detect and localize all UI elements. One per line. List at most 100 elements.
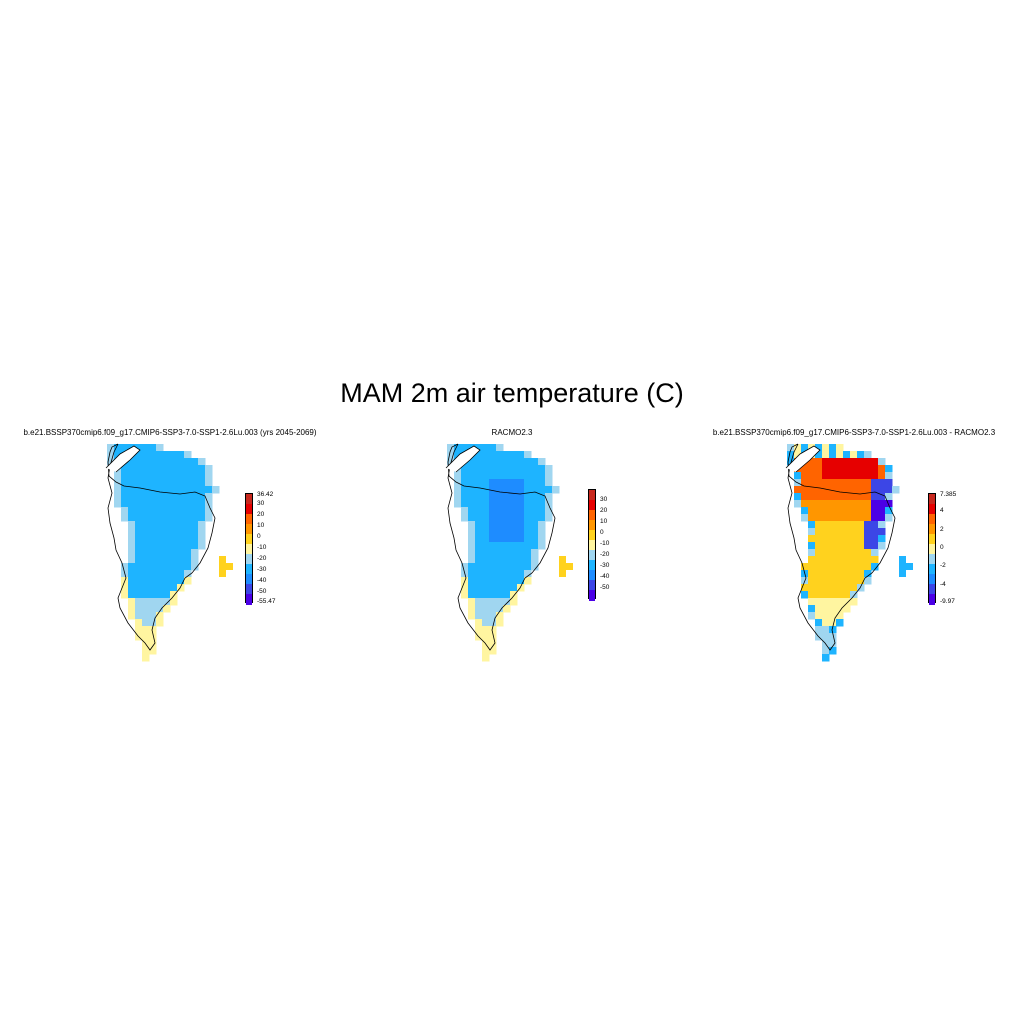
grid-cell (205, 479, 213, 487)
grid-cell (468, 500, 476, 508)
grid-cell (503, 458, 511, 466)
colorbar-tick-label: 20 (600, 507, 608, 514)
colorbar-swatch (929, 504, 935, 515)
grid-cell (496, 598, 504, 606)
colorbar-tick-label: 7.385 (940, 491, 957, 498)
grid-cell (531, 479, 539, 487)
grid-cell (198, 465, 206, 473)
grid-cell (517, 507, 525, 515)
colorbar-tick-label: -9.97 (940, 598, 955, 605)
grid-cell (545, 500, 553, 508)
grid-cell (475, 451, 483, 459)
grid-cell (191, 542, 199, 550)
grid-cell (850, 584, 858, 592)
grid-cell (822, 654, 830, 662)
island-cell (906, 563, 913, 570)
grid-cell (510, 507, 518, 515)
grid-cell (829, 640, 837, 648)
grid-cell (163, 493, 171, 501)
grid-cell (815, 514, 823, 522)
grid-cell (489, 493, 497, 501)
grid-cell (857, 507, 865, 515)
grid-cell (524, 556, 532, 564)
grid-cell (163, 584, 171, 592)
grid-cell (524, 486, 532, 494)
grid-cell (864, 500, 872, 508)
grid-cell (496, 605, 504, 613)
grid-cell (177, 465, 185, 473)
grid-cell (184, 542, 192, 550)
colorbar-tick-label: 10 (600, 518, 608, 525)
grid-cell (128, 472, 136, 480)
grid-cell (794, 451, 802, 459)
colorbar-tick-label: 10 (257, 522, 265, 529)
colorbar-swatch (929, 564, 935, 575)
grid-cell (829, 612, 837, 620)
grid-cell (510, 500, 518, 508)
grid-cell (496, 563, 504, 571)
grid-cell (815, 458, 823, 466)
grid-cell (170, 486, 178, 494)
colorbar-swatch (929, 584, 935, 595)
grid-cell (864, 493, 872, 501)
grid-cell (468, 465, 476, 473)
grid-cell (475, 598, 483, 606)
grid-cell (836, 472, 844, 480)
grid-cell (787, 451, 795, 459)
grid-cell (170, 521, 178, 529)
grid-cell (801, 591, 809, 599)
grid-cell (107, 451, 115, 459)
grid-cell (517, 458, 525, 466)
colorbar-tick-label: -20 (600, 551, 610, 558)
grid-cell (871, 563, 879, 571)
grid-cell (822, 612, 830, 620)
grid-cell (822, 444, 830, 452)
grid-cell (545, 514, 553, 522)
panel-diff-subtitle: b.e21.BSSP370cmip6.f09_g17.CMIP6-SSP3-7.… (712, 428, 996, 437)
grid-cell (815, 451, 823, 459)
grid-cell (482, 521, 490, 529)
grid-cell (163, 528, 171, 536)
grid-cell (503, 521, 511, 529)
grid-cell (191, 535, 199, 543)
grid-cell (135, 500, 143, 508)
grid-cell (489, 535, 497, 543)
grid-cell (864, 556, 872, 564)
grid-cell (503, 598, 511, 606)
panel-model-colorbar: 36.42 30 20 10 0 -10 -20 -30 -40 -50 -55.47 (245, 491, 285, 611)
grid-cell (517, 528, 525, 536)
grid-cell (198, 479, 206, 487)
grid-cell (531, 549, 539, 557)
grid-cell (475, 626, 483, 634)
grid-cell (177, 507, 185, 515)
grid-cell (829, 500, 837, 508)
grid-cell (850, 549, 858, 557)
grid-cell (184, 521, 192, 529)
grid-cell (517, 535, 525, 543)
colorbar-swatch (929, 524, 935, 535)
grid-cell (135, 486, 143, 494)
grid-cell (489, 598, 497, 606)
grid-cell (177, 458, 185, 466)
grid-cell (850, 479, 858, 487)
grid-cell (156, 535, 164, 543)
coast-inlet (785, 445, 821, 473)
grid-cell (184, 486, 192, 494)
grid-cell (163, 521, 171, 529)
grid-cell (510, 451, 518, 459)
grid-cell (517, 521, 525, 529)
grid-cell (822, 633, 830, 641)
island-cell (219, 556, 226, 563)
grid-cell (135, 619, 143, 627)
grid-cell (135, 626, 143, 634)
colorbar-swatch (589, 500, 595, 511)
grid-cell (864, 458, 872, 466)
grid-cell (170, 514, 178, 522)
grid-cell (149, 458, 157, 466)
grid-cell (135, 451, 143, 459)
grid-cell (128, 598, 136, 606)
grid-cell (156, 563, 164, 571)
grid-cell (149, 556, 157, 564)
grid-cell (482, 451, 490, 459)
grid-cell (149, 451, 157, 459)
